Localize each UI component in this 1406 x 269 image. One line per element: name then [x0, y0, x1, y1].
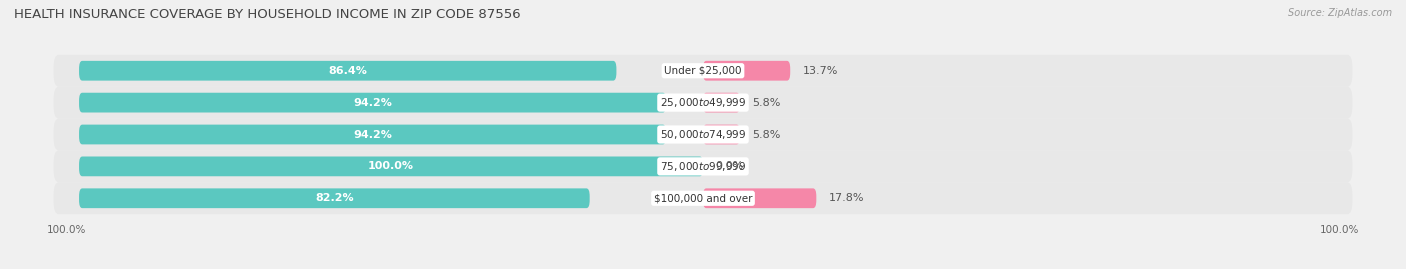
Text: HEALTH INSURANCE COVERAGE BY HOUSEHOLD INCOME IN ZIP CODE 87556: HEALTH INSURANCE COVERAGE BY HOUSEHOLD I…	[14, 8, 520, 21]
Text: 5.8%: 5.8%	[752, 98, 782, 108]
FancyBboxPatch shape	[79, 188, 589, 208]
Text: 17.8%: 17.8%	[830, 193, 865, 203]
FancyBboxPatch shape	[53, 150, 1353, 182]
Text: 94.2%: 94.2%	[353, 98, 392, 108]
Text: 100.0%: 100.0%	[368, 161, 413, 171]
Text: $75,000 to $99,999: $75,000 to $99,999	[659, 160, 747, 173]
FancyBboxPatch shape	[703, 93, 740, 112]
Text: 82.2%: 82.2%	[315, 193, 354, 203]
FancyBboxPatch shape	[79, 157, 703, 176]
Text: Source: ZipAtlas.com: Source: ZipAtlas.com	[1288, 8, 1392, 18]
FancyBboxPatch shape	[703, 125, 740, 144]
Text: Under $25,000: Under $25,000	[664, 66, 742, 76]
Text: $25,000 to $49,999: $25,000 to $49,999	[659, 96, 747, 109]
Text: 0.0%: 0.0%	[716, 161, 744, 171]
FancyBboxPatch shape	[53, 182, 1353, 214]
Text: 5.8%: 5.8%	[752, 129, 782, 140]
FancyBboxPatch shape	[703, 188, 817, 208]
FancyBboxPatch shape	[703, 61, 790, 81]
FancyBboxPatch shape	[79, 125, 666, 144]
Text: $50,000 to $74,999: $50,000 to $74,999	[659, 128, 747, 141]
Text: 13.7%: 13.7%	[803, 66, 838, 76]
FancyBboxPatch shape	[53, 119, 1353, 150]
FancyBboxPatch shape	[79, 61, 616, 81]
Text: $100,000 and over: $100,000 and over	[654, 193, 752, 203]
Text: 86.4%: 86.4%	[328, 66, 367, 76]
FancyBboxPatch shape	[79, 93, 666, 112]
FancyBboxPatch shape	[53, 87, 1353, 119]
FancyBboxPatch shape	[53, 55, 1353, 87]
Text: 94.2%: 94.2%	[353, 129, 392, 140]
